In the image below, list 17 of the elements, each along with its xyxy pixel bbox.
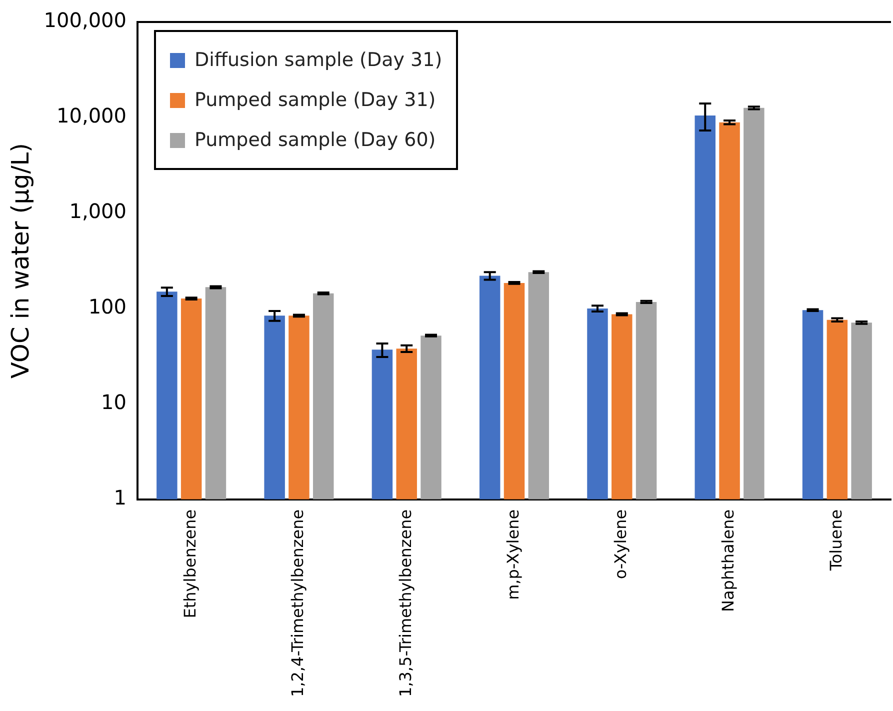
y-tick-label: 100,000 xyxy=(44,8,127,32)
y-tick-label: 100 xyxy=(88,294,127,319)
x-tick-label: 1,3,5-Trimethylbenzene xyxy=(396,509,415,698)
legend-label: Pumped sample (Day 60) xyxy=(194,129,436,151)
legend-label: Pumped sample (Day 31) xyxy=(194,89,436,111)
x-tick-label: Toluene xyxy=(826,509,846,572)
x-tick-label: o-Xylene xyxy=(611,509,630,580)
y-tick-label: 1,000 xyxy=(69,199,127,224)
x-tick-label: m,p-Xylene xyxy=(503,509,522,600)
y-tick-label: 10 xyxy=(101,390,127,414)
y-tick-label: 10,000 xyxy=(56,104,127,128)
x-tick-label: Ethylbenzene xyxy=(180,509,200,618)
y-axis-title: VOC in water (µg/L) xyxy=(6,142,35,378)
x-tick-label: 1,2,4-Trimethylbenzene xyxy=(288,509,308,698)
y-tick-label: 1 xyxy=(114,486,127,510)
x-tick-label: Naphthalene xyxy=(718,509,738,612)
legend-label: Diffusion sample (Day 31) xyxy=(194,49,442,71)
